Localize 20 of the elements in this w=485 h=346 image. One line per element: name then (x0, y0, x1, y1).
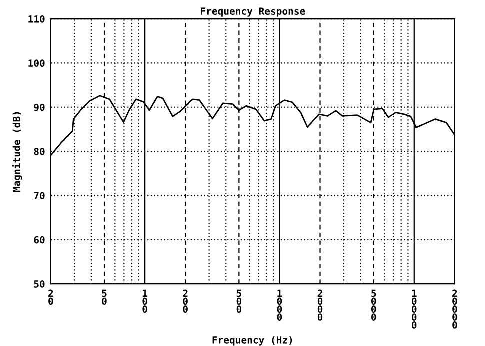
y-tick-label: 70 (34, 192, 45, 200)
x-axis-title: Frequency (Hz) (212, 336, 292, 346)
x-tick-label: 1 0 0 (142, 290, 148, 314)
x-tick-label: 2 0 0 (183, 290, 188, 314)
x-tick-label: 5 0 0 (236, 290, 242, 314)
y-tick-label: 60 (34, 236, 45, 244)
y-tick-label: 110 (28, 16, 45, 23)
x-tick-label: 1 0 0 0 (277, 290, 282, 321)
y-tick-label: 50 (34, 280, 45, 288)
x-tick-label: 5 0 0 0 (372, 290, 376, 321)
y-tick-label: 80 (34, 148, 45, 156)
x-tick-label: 2 0 (48, 290, 54, 306)
y-tick-label: 100 (28, 60, 45, 68)
x-tick-label: 5 0 (102, 290, 107, 306)
chart-title: Frequency Response (201, 8, 306, 17)
x-tick-label: 2 0 0 0 (318, 290, 323, 321)
x-tick-label: 1 0 0 0 0 (412, 290, 417, 329)
y-tick-label: 90 (34, 104, 45, 112)
y-axis-title: Magnitude (dB) (12, 112, 22, 192)
x-tick-label: 2 0 0 0 0 (452, 290, 458, 329)
